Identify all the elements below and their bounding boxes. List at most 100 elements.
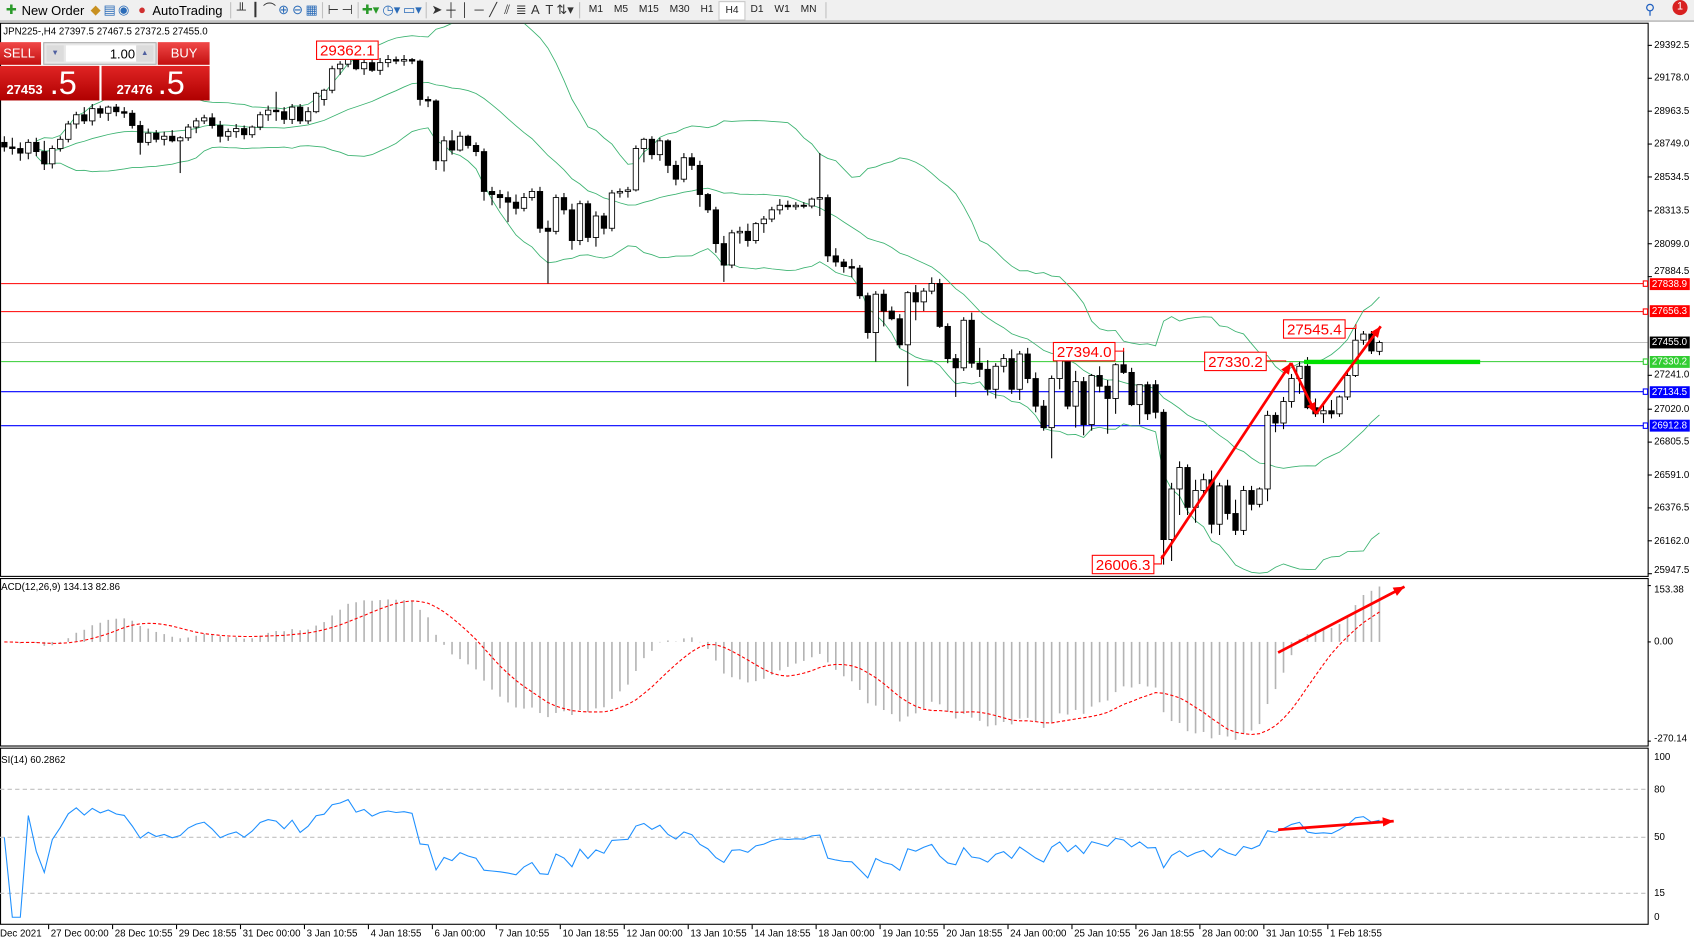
candle [1160, 409, 1167, 565]
timeframe-m1[interactable]: M1 [588, 2, 604, 15]
timeframe-m5[interactable]: M5 [613, 2, 629, 15]
candle [400, 54, 408, 66]
timeframe-m15[interactable]: M15 [638, 2, 659, 15]
candle-body [992, 365, 999, 390]
bar-chart-icon[interactable]: ╨ [236, 2, 247, 18]
price-tag[interactable]: 27455.0 [1649, 336, 1690, 349]
price-tag[interactable]: 27134.5 [1649, 385, 1690, 398]
candle-body [121, 111, 128, 114]
candle-body [257, 114, 264, 128]
notification-badge[interactable]: 1 [1672, 0, 1688, 16]
candle [273, 91, 280, 121]
timeframe-m30[interactable]: M30 [669, 2, 690, 15]
periods-icon[interactable]: ◷▾ [382, 2, 401, 18]
timeframe-w1[interactable]: W1 [774, 2, 790, 15]
candle [784, 200, 791, 210]
trend-arrow-up-head [1370, 326, 1381, 338]
annotation-text: 27545.4 [1287, 321, 1342, 338]
buy-button[interactable]: BUY [157, 42, 210, 65]
lot-size-stepper[interactable]: ▼ ▲ [43, 42, 157, 65]
tile-windows-icon[interactable]: ▦ [305, 2, 318, 18]
lot-size-input[interactable] [65, 45, 138, 62]
fibonacci-icon[interactable]: ≣ [515, 2, 527, 18]
candle [1040, 400, 1047, 431]
candle-body [209, 117, 216, 126]
candle [600, 212, 608, 235]
zoom-out-icon[interactable]: ⊖ [292, 2, 304, 18]
time-axis-label: 19 Jan 10:55 [882, 928, 939, 939]
annotation-box [1282, 319, 1346, 339]
timeframe-h4[interactable]: H4 [718, 0, 746, 20]
sell-price[interactable]: 27453 .5 [0, 65, 100, 102]
candle-body [504, 197, 512, 203]
time-axis-label: 27 Dec 00:00 [50, 928, 109, 939]
crosshair-icon[interactable]: ┼ [446, 2, 456, 18]
zoom-in-icon[interactable]: ⊕ [278, 2, 289, 18]
price-tag[interactable]: 27330.2 [1649, 355, 1690, 368]
candle [169, 130, 176, 143]
search-icon[interactable]: ⚲ [1644, 1, 1656, 18]
candle [121, 107, 128, 118]
candle-body [816, 197, 823, 200]
trendline-icon[interactable]: ╱ [489, 2, 498, 18]
templates-icon[interactable]: ▭▾ [402, 2, 422, 18]
rsi-panel-frame[interactable] [0, 747, 1649, 925]
candle [984, 360, 991, 396]
new-order-button[interactable]: ✚ New Order [0, 1, 89, 20]
candle [1272, 412, 1279, 433]
market-watch-icon[interactable]: ◆ [90, 2, 101, 18]
candle-body [624, 189, 632, 192]
timeframe-mn[interactable]: MN [800, 2, 817, 15]
macd-panel-frame[interactable] [0, 578, 1649, 747]
chart-shift-icon[interactable]: ⊣ [341, 2, 353, 18]
sell-button[interactable]: SELL [0, 42, 42, 65]
price-tag[interactable]: 26912.8 [1649, 419, 1690, 432]
candle-body [456, 135, 464, 151]
candle [1224, 479, 1231, 520]
candle [920, 288, 927, 312]
cursor-icon[interactable]: ➤ [431, 2, 443, 18]
indicators-icon[interactable]: ✚▾ [361, 2, 380, 18]
candle-body [808, 198, 815, 207]
candle [760, 215, 767, 233]
candle-body [616, 191, 624, 194]
autotrading-button[interactable]: ● AutoTrading [131, 1, 227, 20]
main-chart-frame[interactable] [0, 22, 1649, 577]
signals-icon[interactable]: ◉ [118, 2, 130, 18]
autoscroll-icon[interactable]: ⊢ [327, 2, 339, 18]
lot-increase-button[interactable]: ▲ [136, 45, 154, 62]
timeframe-h1[interactable]: H1 [700, 2, 714, 15]
navigator-icon[interactable]: ▤ [103, 2, 116, 18]
price-axis-label: 26805.5 [1654, 436, 1690, 447]
time-axis-label: 4 Jan 18:55 [370, 928, 422, 939]
line-chart-icon[interactable]: ⌒ [263, 2, 276, 18]
candle-body [249, 126, 256, 136]
text-label-icon[interactable]: T [545, 2, 554, 18]
candle [145, 128, 152, 146]
price-tag[interactable]: 27838.9 [1649, 277, 1690, 290]
annotation-text: 26006.3 [1096, 557, 1151, 574]
buy-price[interactable]: 27476 .5 [101, 65, 210, 102]
lot-decrease-button[interactable]: ▼ [46, 45, 64, 62]
equidistant-channel-icon[interactable]: ⫽ [504, 2, 511, 18]
price-tag[interactable]: 27656.3 [1649, 305, 1690, 318]
candle-body [800, 204, 807, 207]
candle [840, 258, 847, 273]
candle [528, 188, 536, 201]
candle [656, 137, 664, 161]
candle [1000, 354, 1007, 373]
candle-body [81, 114, 88, 122]
arrows-icon[interactable]: ⇅▾ [556, 2, 574, 18]
candlestick-icon[interactable]: ┃ [251, 2, 260, 18]
horizontal-line-icon[interactable]: ─ [474, 2, 484, 18]
candle-body [1048, 378, 1055, 429]
candle [1336, 395, 1343, 417]
candle [312, 91, 320, 114]
candle-body [528, 191, 536, 199]
candle [1136, 384, 1143, 425]
timeframe-d1[interactable]: D1 [750, 2, 764, 15]
candle-body [664, 140, 672, 166]
text-icon[interactable]: A [530, 2, 540, 18]
vertical-line-icon[interactable]: │ [461, 2, 470, 18]
